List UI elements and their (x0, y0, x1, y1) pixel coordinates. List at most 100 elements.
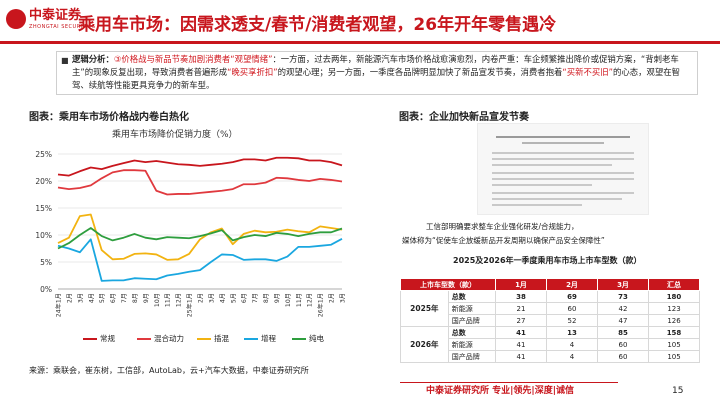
table-cell: 73 (597, 290, 649, 303)
table-cell: 13 (546, 326, 598, 339)
x-tick-label: 2月 (198, 293, 205, 303)
x-tick-label: 5月 (230, 293, 237, 303)
table-header-cell: 上市车型数（款） (400, 278, 496, 291)
page-title: 乘用车市场：因需求透支/春节/消费者观望，26年开年零售遇冷 (78, 15, 557, 35)
y-tick-label: 5% (40, 258, 52, 267)
table-row: 新能源 41 4 60 105 (401, 338, 700, 351)
table-label-cell: 总数 (447, 290, 497, 303)
x-tick-label: 25年1月 (186, 293, 194, 317)
x-tick-label: 26年1月 (317, 293, 325, 317)
table-year-cell: 2025年 (400, 290, 449, 327)
table-cell: 180 (648, 290, 700, 303)
x-tick-label: 4月 (88, 293, 95, 303)
table-header-cell: 1月 (495, 278, 547, 291)
x-tick-label: 12月 (176, 293, 183, 307)
x-tick-label: 2月 (329, 293, 336, 303)
series-line (57, 156, 343, 177)
title-divider (0, 41, 720, 44)
article-text-line (492, 152, 634, 154)
article-headline-line (496, 136, 630, 138)
summary-highlight-3: “买新不买旧” (562, 67, 613, 78)
article-text-line (492, 158, 634, 160)
summary-body-2: 的观望心理；另一方面，一季度各品牌明显加快了新品宣发节奏，消费者抱着 (277, 67, 563, 78)
y-tick-label: 20% (35, 177, 52, 186)
x-tick-label: 24年1月 (55, 293, 63, 317)
x-tick-label: 8月 (263, 293, 270, 303)
summary-body-3: 的心态，观望在智驾、续航等性能更具竞争力的新车型。 (72, 67, 680, 91)
table-title: 2025及2026年一季度乘用车市场上市车型数（款） (453, 256, 642, 265)
table-label-cell: 国产品牌 (447, 314, 497, 327)
summary-text: 逻辑分析：③价格战与新品节奏加剧消费者“观望情绪”：一方面，过去两年，新能源汽车… (72, 53, 692, 93)
series-line (57, 169, 343, 196)
table-cell: 158 (648, 326, 700, 339)
launch-count-table: 上市车型数（款） 1月 2月 3月 汇总 2025年 总数 38 69 73 1… (400, 278, 700, 363)
article-text-line (492, 172, 634, 174)
table-cell: 85 (597, 326, 649, 339)
table-label-cell: 新能源 (447, 338, 497, 351)
table-cell: 38 (495, 290, 547, 303)
chart-title: 乘用车市场降价促销力度（%） (112, 130, 238, 140)
line-chart: 0%5%10%15%20%25% 24年1月 2月 3月 4月 5月 6月 7月 8月 9月 10… (35, 150, 347, 317)
x-tick-label: 3月 (340, 293, 347, 303)
legend-swatch (137, 338, 151, 340)
x-tick-label: 7月 (252, 293, 259, 303)
legend-label: 混合动力 (154, 334, 184, 343)
x-tick-label: 5月 (99, 293, 106, 303)
summary-label: 逻辑分析： (72, 54, 114, 64)
table-cell: 21 (495, 302, 547, 315)
x-tick-label: 8月 (132, 293, 139, 303)
table-label-cell: 总数 (447, 326, 497, 339)
table-row: 2026年 总数 41 13 85 158 (400, 326, 700, 363)
left-section-label: 图表：乘用车市场价格战内卷白热化 (29, 112, 189, 123)
table-header-cell: 3月 (597, 278, 649, 291)
series-line (57, 213, 343, 261)
x-tick-label: 11月 (165, 293, 172, 307)
table-year-cell: 2026年 (400, 326, 449, 363)
legend-swatch (197, 338, 211, 340)
table-label-cell: 国产品牌 (447, 350, 497, 363)
x-tick-label: 3月 (77, 293, 84, 303)
article-caption-2: 媒体称为“促使车企放缓新品开发周期以确保产品安全保障性” (402, 236, 605, 245)
article-text-line (492, 184, 592, 186)
table-cell: 41 (495, 350, 547, 363)
table-cell: 27 (495, 314, 547, 327)
article-subline (522, 142, 604, 144)
logo-subtitle: ZHONGTAI SECURITIES (29, 24, 96, 30)
summary-highlight-2: “晚买享折扣” (227, 67, 278, 78)
table-label-cell: 新能源 (447, 302, 497, 315)
legend-label: 纯电 (309, 334, 324, 343)
y-tick-label: 25% (35, 150, 52, 159)
legend-label: 增程 (261, 334, 276, 343)
legend-label: 常规 (100, 334, 115, 343)
table-cell: 60 (597, 350, 649, 363)
table-header-cell: 2月 (546, 278, 598, 291)
x-tick-label: 9月 (274, 293, 281, 303)
x-tick-label: 2月 (66, 293, 73, 303)
table-cell: 41 (495, 326, 547, 339)
right-section-label: 图表：企业加快新品宣发节奏 (399, 112, 529, 123)
x-tick-label: 9月 (143, 293, 150, 303)
x-tick-label: 12月 (307, 293, 314, 307)
legend-label: 插混 (214, 334, 229, 343)
article-text-line (492, 192, 634, 194)
summary-highlight-1: ③价格战与新品节奏加剧消费者“观望情绪” (113, 54, 273, 64)
table-cell: 52 (546, 314, 598, 327)
table-row: 国产品牌 41 4 60 105 (401, 350, 700, 363)
x-tick-label: 4月 (219, 293, 226, 303)
summary-body-1: ：一方面，过去两年，新能源汽车市场价格战愈演愈烈，内卷严重：车企频繁推出降价或促… (72, 54, 679, 78)
series-line (57, 237, 343, 282)
article-thumbnail (477, 123, 649, 215)
legend-swatch (244, 338, 258, 340)
logo-text: 中泰证券 (29, 8, 82, 23)
bullet-icon: ■ (61, 56, 69, 65)
y-tick-label: 15% (35, 204, 52, 213)
y-tick-label: 10% (35, 231, 52, 240)
table-cell: 4 (546, 350, 598, 363)
legend-swatch (83, 338, 97, 340)
table-row: 2025年 总数 38 69 73 180 (400, 290, 700, 327)
table-cell: 69 (546, 290, 598, 303)
x-tick-label: 6月 (241, 293, 248, 303)
table-cell: 41 (495, 338, 547, 351)
article-text-line (492, 198, 622, 200)
article-text-line (492, 204, 582, 206)
